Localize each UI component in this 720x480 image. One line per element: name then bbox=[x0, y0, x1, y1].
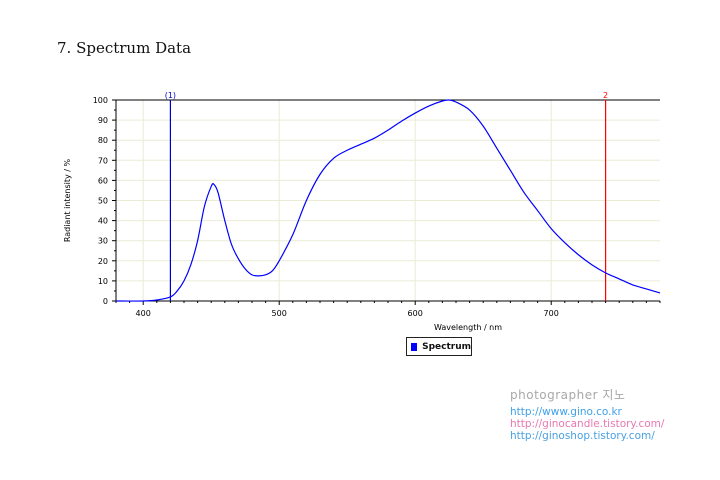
data-point bbox=[659, 292, 660, 293]
y-axis-title: Radiant intensity / % bbox=[63, 158, 72, 242]
y-tick-label: 70 bbox=[98, 156, 108, 165]
x-tick-label: 600 bbox=[408, 309, 423, 318]
data-point bbox=[115, 300, 116, 301]
data-point bbox=[415, 112, 416, 113]
chart-legend: Spectrum bbox=[406, 337, 472, 356]
data-point bbox=[213, 184, 214, 185]
data-point bbox=[204, 206, 205, 207]
data-point bbox=[217, 192, 218, 193]
y-tick-label: 0 bbox=[103, 297, 108, 306]
y-tick-label: 80 bbox=[98, 136, 108, 145]
y-tick-label: 40 bbox=[98, 217, 108, 226]
data-point bbox=[469, 109, 470, 110]
data-point bbox=[177, 290, 178, 291]
data-point bbox=[401, 121, 402, 122]
data-point bbox=[272, 270, 273, 271]
y-tick-label: 90 bbox=[98, 116, 108, 125]
marker-label-1: (1) bbox=[165, 91, 176, 100]
data-point bbox=[551, 228, 552, 229]
data-point bbox=[231, 244, 232, 245]
data-point bbox=[251, 274, 252, 275]
y-tick-label: 30 bbox=[98, 237, 108, 246]
watermark: photographer 지노 http://www.gino.co.kr ht… bbox=[510, 386, 664, 442]
data-point bbox=[360, 144, 361, 145]
legend-label: Spectrum bbox=[422, 341, 471, 352]
watermark-link-1[interactable]: http://www.gino.co.kr bbox=[510, 406, 622, 418]
data-point bbox=[496, 148, 497, 149]
data-point bbox=[190, 264, 191, 265]
data-point bbox=[238, 258, 239, 259]
data-point bbox=[523, 192, 524, 193]
chart-labels: 0 10 20 30 40 50 60 70 80 90 100 400 500 600 700 Wavele… bbox=[63, 91, 608, 332]
data-point bbox=[578, 254, 579, 255]
data-point bbox=[591, 264, 592, 265]
data-point bbox=[292, 234, 293, 235]
data-point bbox=[170, 296, 171, 297]
y-tick-label: 50 bbox=[98, 197, 108, 206]
watermark-title: photographer 지노 bbox=[510, 388, 626, 402]
data-point bbox=[483, 126, 484, 127]
data-point bbox=[387, 130, 388, 131]
data-point bbox=[646, 288, 647, 289]
data-point bbox=[537, 210, 538, 211]
data-point bbox=[605, 272, 606, 273]
chart-markers bbox=[169, 100, 607, 301]
data-point bbox=[265, 274, 266, 275]
watermark-link-3[interactable]: http://ginoshop.tistory.com/ bbox=[510, 430, 655, 442]
x-tick-label: 400 bbox=[136, 309, 151, 318]
y-tick-label: 60 bbox=[98, 176, 108, 185]
data-point bbox=[279, 260, 280, 261]
data-point bbox=[245, 268, 246, 269]
marker-label-2: 2 bbox=[603, 91, 608, 100]
legend-swatch bbox=[411, 342, 418, 351]
data-point bbox=[619, 278, 620, 279]
series-line-1 bbox=[115, 99, 661, 302]
data-point bbox=[510, 170, 511, 171]
data-point bbox=[224, 220, 225, 221]
data-point bbox=[347, 150, 348, 151]
data-point bbox=[183, 280, 184, 281]
data-point bbox=[211, 186, 212, 187]
data-point bbox=[197, 240, 198, 241]
data-point bbox=[143, 300, 144, 301]
data-point bbox=[449, 99, 450, 100]
chart-series bbox=[115, 99, 661, 302]
data-point bbox=[333, 158, 334, 159]
data-point bbox=[156, 299, 157, 300]
chart-axes bbox=[112, 99, 661, 305]
y-tick-label: 10 bbox=[98, 277, 108, 286]
data-point bbox=[442, 100, 443, 101]
data-point bbox=[632, 284, 633, 285]
y-tick-label: 100 bbox=[93, 96, 108, 105]
data-point bbox=[428, 105, 429, 106]
data-point bbox=[455, 101, 456, 102]
data-point bbox=[374, 138, 375, 139]
x-tick-label: 700 bbox=[544, 309, 559, 318]
x-axis-title: Wavelength / nm bbox=[434, 323, 502, 332]
data-point bbox=[319, 174, 320, 175]
y-tick-label: 20 bbox=[98, 257, 108, 266]
watermark-link-2[interactable]: http://ginocandle.tistory.com/ bbox=[510, 418, 665, 430]
data-point bbox=[306, 200, 307, 201]
data-point bbox=[564, 242, 565, 243]
x-tick-label: 500 bbox=[272, 309, 287, 318]
section-heading: 7. Spectrum Data bbox=[57, 39, 192, 57]
data-point bbox=[258, 275, 259, 276]
